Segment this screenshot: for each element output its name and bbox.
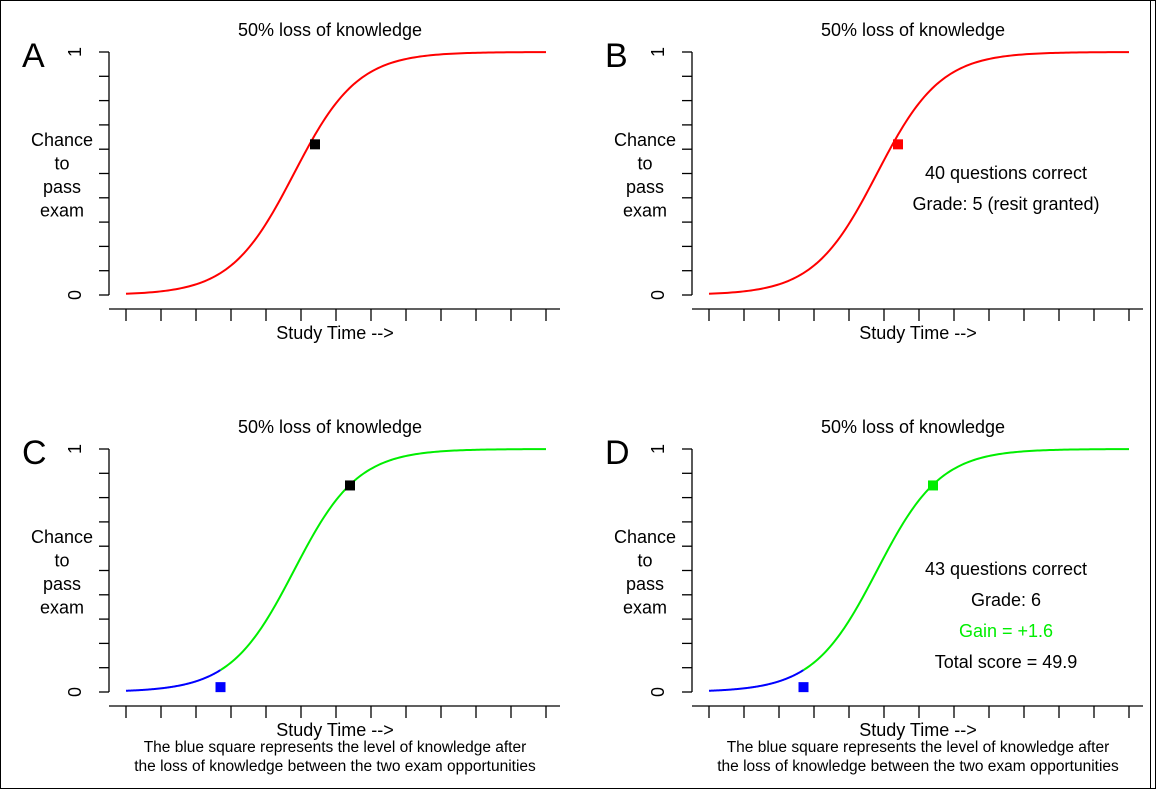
y-axis-label-line: exam (623, 598, 667, 618)
series-line-2 (802, 448, 1129, 671)
y-axis-label-line: exam (40, 201, 84, 221)
y-axis-label-line: to (637, 551, 652, 571)
chart-title: 50% loss of knowledge (238, 20, 422, 40)
annotation-text: 40 questions correct (925, 163, 1087, 183)
x-axis-label: Study Time --> (859, 720, 977, 740)
panel-letter: B (605, 37, 628, 75)
panel-letter: D (605, 434, 630, 472)
y-tick-label-bottom: 0 (65, 290, 85, 300)
y-axis-label-line: Chance (31, 527, 93, 547)
series-line-2 (219, 448, 546, 671)
y-axis-label-line: to (637, 154, 652, 174)
x-axis-label: Study Time --> (276, 323, 394, 343)
y-axis-label: Chance to pass exam (31, 130, 93, 221)
annotation-text: Grade: 5 (resit granted) (912, 194, 1099, 214)
panel-letter: A (22, 37, 45, 75)
series-line-1 (125, 669, 222, 692)
panel-letter: C (22, 434, 47, 472)
chart-panel-c: C 50% loss of knowledge 1 0 Chance to pass exam… (22, 417, 560, 775)
x-axis-label: Study Time --> (859, 323, 977, 343)
y-axis-label-line: pass (626, 177, 664, 197)
series-line-1 (708, 51, 1130, 295)
y-axis-label-line: pass (43, 574, 81, 594)
annotation-text: Total score = 49.9 (935, 652, 1078, 672)
chart-panels: A 50% loss of knowledge 1 0 Chance to pass exam… (22, 20, 1143, 775)
y-axis-label-line: to (54, 551, 69, 571)
caption-line: The blue square represents the level of … (144, 739, 527, 756)
y-axis-label-line: Chance (31, 130, 93, 150)
y-axis-label-line: exam (40, 598, 84, 618)
y-axis-label-line: exam (623, 201, 667, 221)
data-marker (798, 682, 809, 693)
chart-panel-b: B 50% loss of knowledge 1 0 Chance to pass exam… (605, 20, 1143, 343)
y-axis-label: Chance to pass exam (614, 130, 676, 221)
annotation-text: Grade: 6 (971, 590, 1041, 610)
caption-line: The blue square represents the level of … (727, 739, 1110, 756)
y-axis-label-line: pass (626, 574, 664, 594)
chart-title: 50% loss of knowledge (238, 417, 422, 437)
data-marker (310, 139, 320, 150)
caption-line: the loss of knowledge between the two ex… (134, 758, 536, 775)
caption-line: the loss of knowledge between the two ex… (717, 758, 1119, 775)
data-marker (893, 139, 903, 150)
chart-panel-a: A 50% loss of knowledge 1 0 Chance to pass exam… (22, 20, 560, 343)
y-tick-label-top: 1 (65, 444, 85, 454)
series-line-1 (125, 51, 547, 295)
y-axis-label-line: Chance (614, 527, 676, 547)
y-tick-label-bottom: 0 (648, 290, 668, 300)
annotation-text: Gain = +1.6 (959, 621, 1053, 641)
y-tick-label-top: 1 (648, 47, 668, 57)
y-axis-label-line: to (54, 154, 69, 174)
chart-panel-d: D 50% loss of knowledge 1 0 Chance to pass exam… (605, 417, 1143, 775)
data-marker (345, 480, 355, 491)
chart-caption: The blue square represents the level of … (134, 739, 536, 775)
data-marker (928, 480, 938, 491)
y-axis-label-line: Chance (614, 130, 676, 150)
y-axis-label-line: pass (43, 177, 81, 197)
series-line-1 (708, 669, 805, 692)
annotation-block: 40 questions correct Grade: 5 (resit gran… (912, 163, 1099, 214)
chart-title: 50% loss of knowledge (821, 20, 1005, 40)
annotation-block: 43 questions correct Grade: 6 Gain = +1.6 T… (925, 559, 1087, 672)
y-tick-label-top: 1 (65, 47, 85, 57)
annotation-text: 43 questions correct (925, 559, 1087, 579)
x-axis-label: Study Time --> (276, 720, 394, 740)
y-tick-label-bottom: 0 (65, 687, 85, 697)
y-tick-label-top: 1 (648, 444, 668, 454)
y-axis-label: Chance to pass exam (614, 527, 676, 618)
data-marker (215, 682, 226, 693)
chart-caption: The blue square represents the level of … (717, 739, 1119, 775)
chart-title: 50% loss of knowledge (821, 417, 1005, 437)
y-axis-label: Chance to pass exam (31, 527, 93, 618)
y-tick-label-bottom: 0 (648, 687, 668, 697)
